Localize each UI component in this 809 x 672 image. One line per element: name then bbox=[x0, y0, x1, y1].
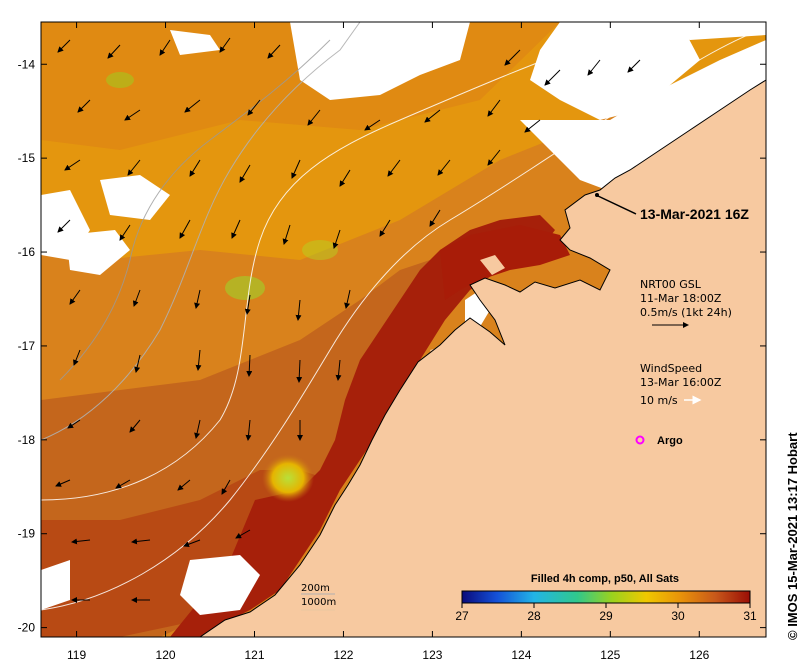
colorbar-tick-label: 29 bbox=[599, 609, 613, 623]
y-tick-label: -14 bbox=[18, 57, 36, 71]
y-tick-label: -17 bbox=[18, 339, 36, 353]
y-tick-label: -15 bbox=[18, 151, 36, 165]
x-axis: 119 120 121 122 123 124 125 126 bbox=[67, 22, 710, 662]
x-tick-label: 123 bbox=[422, 648, 442, 662]
wind-time: 13-Mar 16:00Z bbox=[640, 376, 722, 389]
contour-200-label: 200m bbox=[301, 583, 330, 594]
y-tick-label: -16 bbox=[18, 245, 36, 259]
credit-label: © IMOS 15-Mar-2021 13:17 Hobart bbox=[785, 432, 800, 640]
y-tick-label: -18 bbox=[18, 433, 36, 447]
y-tick-label: -19 bbox=[18, 527, 36, 541]
argo-marker-icon bbox=[635, 435, 645, 445]
current-time: 11-Mar 18:00Z bbox=[640, 292, 722, 305]
coastline bbox=[199, 79, 766, 637]
y-tick-label: -20 bbox=[18, 621, 36, 635]
date-label: 13-Mar-2021 16Z bbox=[640, 206, 749, 222]
colorbar-title: Filled 4h comp, p50, All Sats bbox=[531, 573, 679, 585]
x-tick-label: 121 bbox=[244, 648, 264, 662]
bathymetry-contours bbox=[41, 22, 766, 611]
sst-hotspot bbox=[262, 454, 314, 502]
x-tick-label: 126 bbox=[689, 648, 709, 662]
argo-legend: Argo bbox=[635, 435, 683, 447]
x-tick-label: 124 bbox=[511, 648, 531, 662]
land-australia bbox=[200, 22, 766, 637]
x-tick-label: 125 bbox=[600, 648, 620, 662]
colorbar-tick-label: 31 bbox=[743, 609, 757, 623]
plot-frame bbox=[40, 21, 767, 638]
x-tick-label: 122 bbox=[333, 648, 353, 662]
colorbar-tick-label: 30 bbox=[671, 609, 685, 623]
contour-1000-label: 1000m bbox=[301, 597, 336, 608]
wind-legend: WindSpeed 13-Mar 16:00Z 10 m/s bbox=[640, 362, 722, 407]
wind-scale: 10 m/s bbox=[640, 394, 678, 407]
wind-title: WindSpeed bbox=[640, 362, 702, 375]
y-axis: -14 -15 -16 -17 -18 -19 -20 bbox=[18, 57, 766, 635]
colorbar-tick-label: 28 bbox=[527, 609, 541, 623]
colorbar: Filled 4h comp, p50, All Sats 27 28 29 30 31 bbox=[455, 573, 757, 623]
current-vectors bbox=[55, 37, 641, 603]
x-tick-label: 120 bbox=[156, 648, 176, 662]
x-tick-label: 119 bbox=[67, 648, 86, 662]
argo-label: Argo bbox=[657, 435, 683, 447]
current-title: NRT00 GSL bbox=[640, 278, 702, 291]
colorbar-tick-label: 27 bbox=[455, 609, 469, 623]
timestamp-annotation: 13-Mar-2021 16Z bbox=[595, 193, 749, 222]
sst-hot-coastal bbox=[170, 215, 555, 637]
current-legend: NRT00 GSL 11-Mar 18:00Z 0.5m/s (1kt 24h) bbox=[640, 278, 732, 328]
contour-legend: 200m 1000m bbox=[301, 583, 336, 611]
current-scale: 0.5m/s (1kt 24h) bbox=[640, 306, 732, 319]
colorbar-gradient bbox=[461, 590, 751, 604]
